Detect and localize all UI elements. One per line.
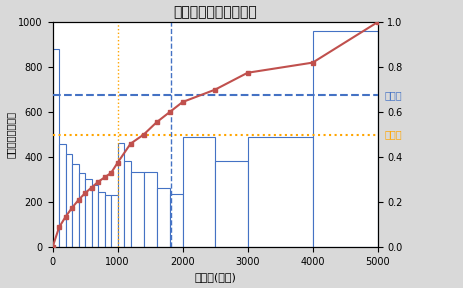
Text: 平均値: 平均値 [383, 90, 401, 100]
Title: 貯蓄額のヒストグラム: 貯蓄額のヒストグラム [173, 5, 257, 20]
Bar [215, 160, 247, 247]
Bar [169, 194, 182, 247]
Bar [130, 172, 143, 247]
Bar [247, 137, 312, 247]
Bar [98, 192, 104, 247]
Bar [117, 143, 124, 247]
Bar [91, 185, 98, 247]
Bar [78, 173, 85, 247]
Bar [104, 195, 111, 247]
Bar [52, 49, 59, 247]
Bar [143, 172, 156, 247]
Bar [111, 195, 117, 247]
Bar [124, 160, 130, 247]
Bar [156, 187, 169, 247]
Text: 中央値: 中央値 [383, 130, 401, 140]
Bar [65, 154, 72, 247]
Bar [85, 179, 91, 247]
Bar [312, 31, 377, 247]
Bar [59, 144, 65, 247]
X-axis label: 貯蓄額(万円): 貯蓄額(万円) [194, 272, 236, 283]
Y-axis label: 二人以上の世帯数: 二人以上の世帯数 [6, 111, 16, 158]
Bar [72, 164, 78, 247]
Bar [182, 137, 215, 247]
